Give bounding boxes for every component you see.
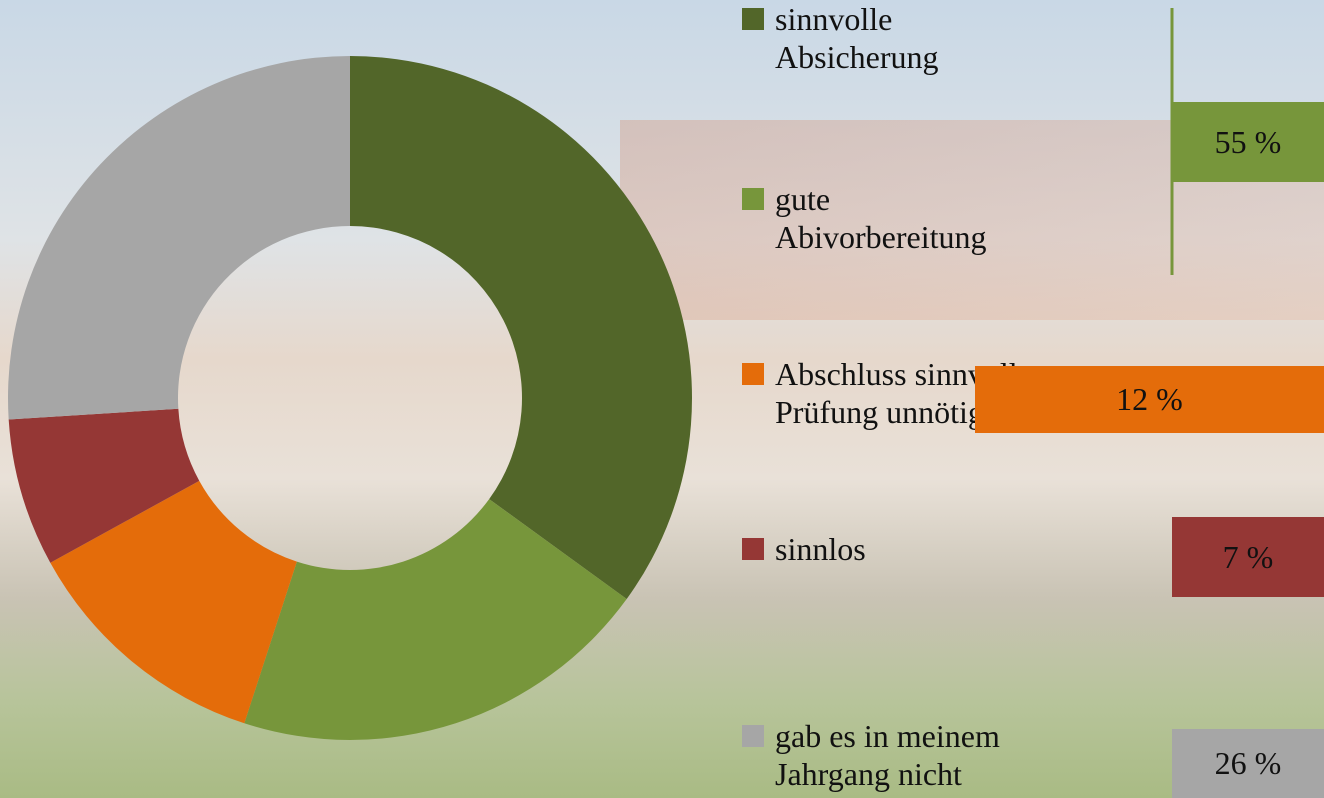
legend-swatch (742, 8, 764, 30)
legend-swatch (742, 725, 764, 747)
legend-swatch (742, 188, 764, 210)
donut-slice (244, 499, 627, 740)
donut-slice (50, 480, 297, 724)
legend-label: gab es in meinem Jahrgang nicht (775, 718, 1000, 792)
legend-swatch (742, 538, 764, 560)
legend-label: sinnvolle Absicherung (775, 1, 939, 75)
donut-slice (7, 56, 350, 420)
legend-label: gute Abivorbereitung (775, 181, 987, 255)
donut-slice (350, 56, 692, 600)
legend-swatch (742, 363, 764, 385)
value-label: 26 % (1172, 729, 1324, 798)
group-label: 55 % (1172, 102, 1324, 182)
legend-label: sinnlos (775, 531, 866, 567)
value-label: 7 % (1172, 517, 1324, 597)
donut-slice (8, 408, 200, 563)
legend-label: Abschluss sinnvoll, Prüfung unnötig (775, 356, 1026, 430)
value-label: 12 % (975, 366, 1324, 433)
